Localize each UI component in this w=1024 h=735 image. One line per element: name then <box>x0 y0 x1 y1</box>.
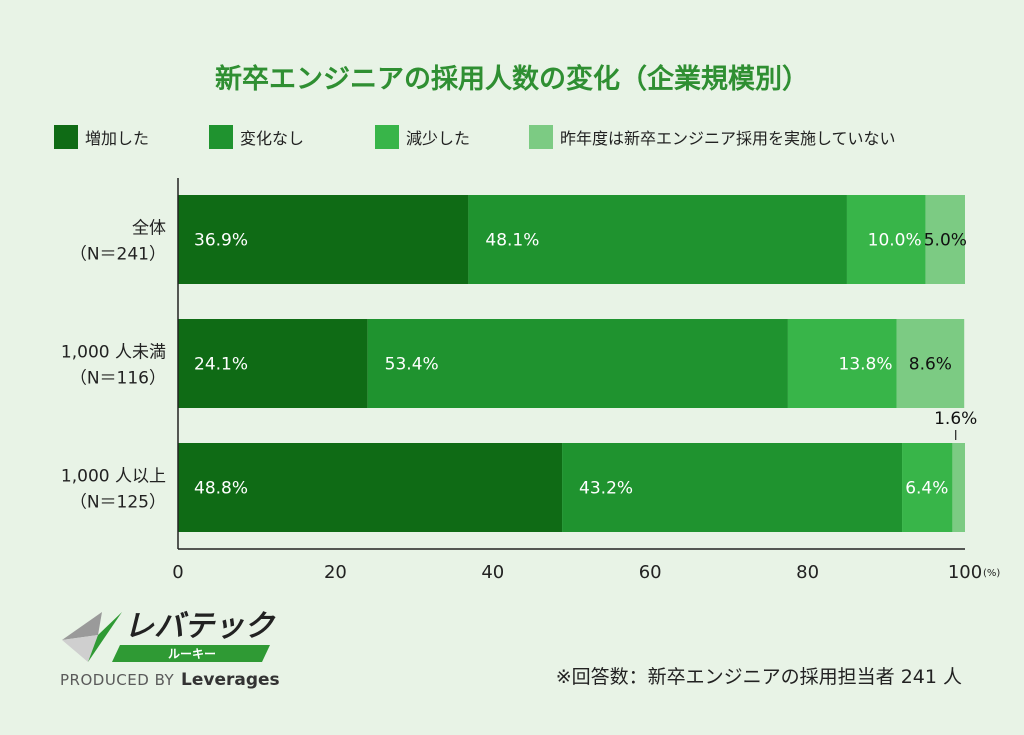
logo-sub-band <box>112 645 270 662</box>
data-label: 48.8% <box>194 479 248 499</box>
bar-segment <box>178 443 563 532</box>
data-label: 53.4% <box>385 355 439 375</box>
data-label: 5.0% <box>924 231 967 251</box>
footer-note: ※回答数：新卒エンジニアの採用担当者 241 人 <box>556 666 962 688</box>
bar-segment <box>902 443 953 532</box>
data-label: 13.8% <box>839 355 893 375</box>
category-label: 1,000 人未満 <box>61 343 166 363</box>
logo-checkmark-shape <box>62 612 102 640</box>
category-label: 1,000 人以上 <box>61 467 166 487</box>
bar-segment <box>367 319 788 408</box>
leverages-logo: レバテック ルーキー PRODUCED BY Leverages <box>60 609 280 690</box>
data-label: 10.0% <box>868 231 922 251</box>
legend: 増加した 変化なし 減少した 昨年度は新卒エンジニア採用を実施していない <box>54 125 896 149</box>
bar-segment <box>846 195 926 284</box>
x-tick-label: 100 <box>948 562 982 583</box>
logo-checkmark-shape <box>62 635 98 662</box>
legend-label: 昨年度は新卒エンジニア採用を実施していない <box>560 129 896 148</box>
bar-segment <box>925 195 965 284</box>
data-label: 36.9% <box>194 231 248 251</box>
legend-swatch <box>54 125 78 149</box>
logo-name: レバテック <box>124 609 276 644</box>
legend-label: 増加した <box>85 129 149 148</box>
legend-swatch <box>529 125 553 149</box>
legend-swatch <box>375 125 399 149</box>
bar-segment <box>468 195 847 284</box>
x-tick-label: 40 <box>481 562 504 583</box>
x-ticks: 0 20 40 60 80 100 <box>172 562 982 583</box>
bar-segment <box>787 319 897 408</box>
data-label: 6.4% <box>905 479 948 499</box>
chart-title: 新卒エンジニアの採用人数の変化（企業規模別） <box>215 63 809 95</box>
legend-swatch <box>209 125 233 149</box>
category-n-label: （N＝116） <box>70 369 166 389</box>
data-label: 43.2% <box>579 479 633 499</box>
bar-segment <box>562 443 903 532</box>
data-label: 48.1% <box>485 231 539 251</box>
legend-label: 減少した <box>406 129 470 148</box>
logo-company: Leverages <box>181 670 280 690</box>
category-label: 全体 <box>132 219 166 239</box>
category-n-label: （N＝241） <box>70 245 166 265</box>
data-label: 8.6% <box>909 355 952 375</box>
bar-segment <box>178 319 368 408</box>
category-n-label: （N＝125） <box>70 493 166 513</box>
logo-sub: ルーキー <box>168 647 216 661</box>
x-tick-label: 20 <box>324 562 347 583</box>
logo-checkmark-shape <box>88 612 122 662</box>
x-tick-label: 80 <box>796 562 819 583</box>
logo-produced-by: PRODUCED BY <box>60 671 175 689</box>
x-unit-label: (%) <box>983 568 1000 579</box>
bar-segment <box>896 319 965 408</box>
category-labels: 全体 （N＝241） 1,000 人未満 （N＝116） 1,000 人以上 （N＝125… <box>61 219 166 513</box>
bar-segment <box>952 443 965 532</box>
x-tick-label: 0 <box>172 562 183 583</box>
bars: 36.9% 48.1% 10.0% 5.0% 24.1% 53.4% 13.8% 8.6% 48… <box>178 195 977 532</box>
data-label: 24.1% <box>194 355 248 375</box>
x-tick-label: 60 <box>639 562 662 583</box>
data-label: 1.6% <box>934 409 977 429</box>
bar-segment <box>178 195 469 284</box>
legend-label: 変化なし <box>240 129 304 148</box>
